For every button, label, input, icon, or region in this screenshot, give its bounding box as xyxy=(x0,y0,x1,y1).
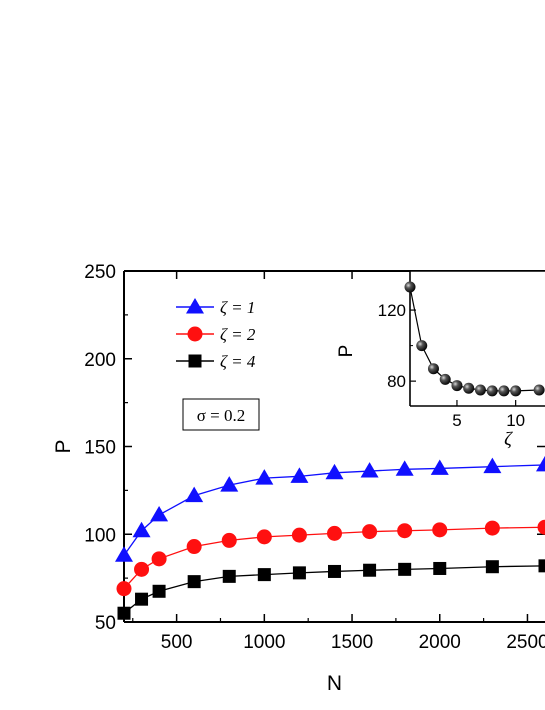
data-point xyxy=(361,462,379,477)
legend-marker xyxy=(186,298,204,313)
data-point xyxy=(223,570,236,583)
x-tick-label: 1500 xyxy=(331,632,373,653)
inset-y-tick-label: 80 xyxy=(387,372,406,391)
inset-y-axis-label: P xyxy=(336,345,357,358)
inset-data-point xyxy=(487,385,498,396)
data-point xyxy=(152,551,167,566)
x-axis-label: N xyxy=(327,672,342,695)
inset-data-point xyxy=(475,385,486,396)
inset-data-point xyxy=(416,340,427,351)
data-point xyxy=(328,565,341,578)
x-tick-label: 500 xyxy=(161,632,193,653)
data-point xyxy=(257,529,272,544)
legend-label: ζ = 4 xyxy=(220,352,256,371)
data-point xyxy=(363,564,376,577)
data-point xyxy=(397,523,412,538)
legend-marker xyxy=(188,327,203,342)
data-point xyxy=(327,526,342,541)
legend: ζ = 1 ζ = 2 ζ = 4 xyxy=(176,298,256,371)
x-tick-label: 2500 xyxy=(506,632,545,653)
inset-x-tick-label: 5 xyxy=(452,411,461,430)
data-point xyxy=(117,581,132,596)
y-tick-label: 150 xyxy=(84,438,116,459)
data-point xyxy=(188,575,201,588)
data-point xyxy=(134,562,149,577)
data-point xyxy=(293,566,306,579)
data-point xyxy=(538,520,545,535)
inset-data-point xyxy=(440,374,451,385)
data-point xyxy=(133,522,151,537)
data-point xyxy=(115,546,133,561)
y-axis-label: P xyxy=(52,439,75,453)
inset-x-axis-label: ζ xyxy=(504,429,513,450)
data-point xyxy=(398,563,411,576)
data-point xyxy=(135,593,148,606)
inset-data-point xyxy=(463,383,474,394)
data-point xyxy=(486,560,499,573)
data-point xyxy=(255,469,273,484)
data-point xyxy=(433,562,446,575)
data-point xyxy=(153,585,166,598)
data-point xyxy=(222,533,237,548)
legend-label: ζ = 1 xyxy=(220,298,255,317)
inset-y-tick-label: 120 xyxy=(378,301,406,320)
inset-x-tick-label: 10 xyxy=(506,411,525,430)
legend-marker xyxy=(189,355,202,368)
legend-label: ζ = 2 xyxy=(220,325,256,344)
data-point xyxy=(150,506,168,521)
data-point xyxy=(431,459,449,474)
data-point xyxy=(432,522,447,537)
data-point xyxy=(326,464,344,479)
data-point xyxy=(292,528,307,543)
data-point xyxy=(539,559,545,572)
series-1 xyxy=(115,456,545,562)
data-point xyxy=(187,539,202,554)
inset-data-point xyxy=(510,385,521,396)
annotation-label: σ = 0.2 xyxy=(197,406,246,425)
data-point xyxy=(536,456,545,471)
x-tick-label: 2000 xyxy=(419,632,461,653)
x-tick-label: 1000 xyxy=(243,632,285,653)
y-tick-label: 200 xyxy=(84,350,116,371)
data-point xyxy=(362,524,377,539)
series-3 xyxy=(118,559,545,619)
inset-plot: 80 120 5 10ζ P xyxy=(336,271,545,450)
data-point xyxy=(485,521,500,536)
data-point xyxy=(483,458,501,473)
y-tick-label: 100 xyxy=(84,525,116,546)
data-point xyxy=(258,568,271,581)
y-tick-label: 50 xyxy=(95,613,116,634)
inset-data-point xyxy=(534,385,545,396)
inset-data-point xyxy=(428,363,439,374)
inset-data-point xyxy=(451,380,462,391)
data-point xyxy=(118,607,131,620)
inset-data-point xyxy=(498,385,509,396)
inset-data-point xyxy=(405,281,416,292)
y-tick-label: 250 xyxy=(84,262,116,283)
data-point xyxy=(396,460,414,475)
